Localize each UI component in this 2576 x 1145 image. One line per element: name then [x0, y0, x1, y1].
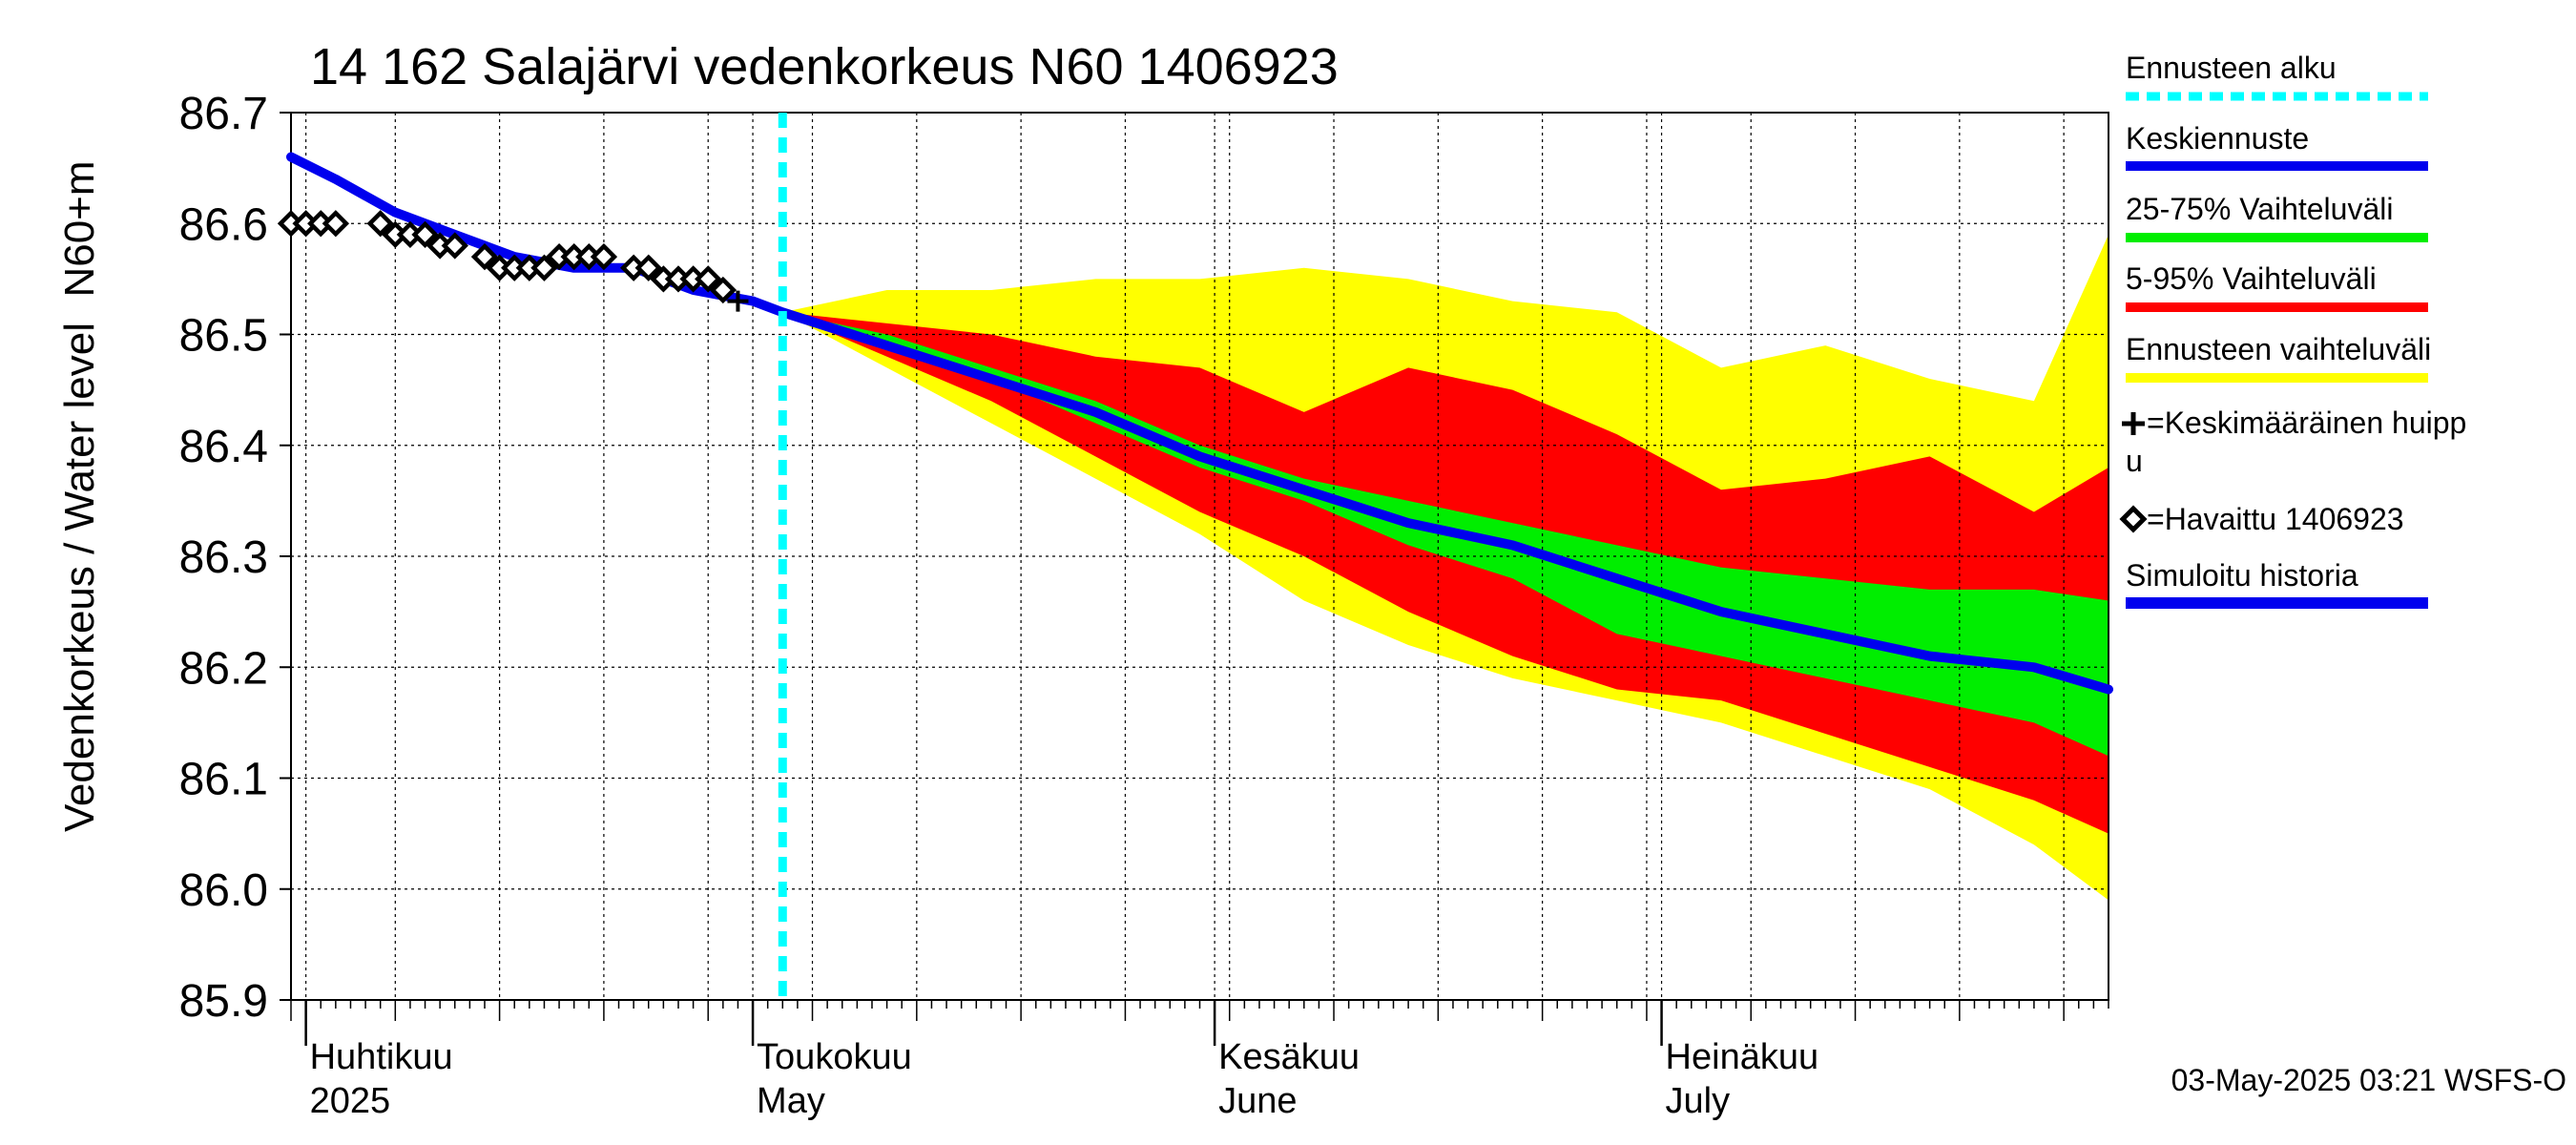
x-month-label-fi-0: Huhtikuu: [310, 1037, 453, 1077]
observed-point-7: [411, 220, 439, 249]
y-axis-title-outer: Vedenkorkeus / Water level: [56, 323, 103, 832]
observed-point-20: [634, 254, 662, 281]
legend-label-mean-peak: =Keskimääräinen huipp: [2147, 406, 2466, 440]
y-tick-label-7: 86.0: [179, 865, 268, 916]
x-month-label-en-3: July: [1666, 1081, 1731, 1121]
mean-peak-marker: [727, 290, 749, 312]
y-tick-label-6: 86.1: [179, 755, 268, 805]
observed-point-10: [470, 242, 499, 271]
legend-label-mean-peak-wrap: u: [2126, 444, 2143, 478]
legend-label-range-5-95: 5-95% Vaihteluväli: [2126, 261, 2377, 296]
x-month-label-en-2: June: [1218, 1081, 1297, 1121]
y-tick-label-2: 86.5: [179, 311, 268, 362]
footer-timestamp: 03-May-2025 03:21 WSFS-O: [2171, 1063, 2566, 1097]
observed-point-4: [366, 210, 394, 238]
observed-point-25: [709, 276, 737, 304]
mean-peak-cross: [727, 290, 749, 312]
observed-point-18: [590, 242, 618, 271]
legend-label-observed: =Havaittu 1406923: [2147, 502, 2404, 536]
observed-point-14: [530, 254, 558, 281]
legend-label-range-25-75: 25-75% Vaihteluväli: [2126, 192, 2393, 226]
y-tick-label-4: 86.3: [179, 532, 268, 583]
observed-point-24: [695, 265, 722, 293]
legend-label-simulated-history: Simuloitu historia: [2126, 558, 2358, 593]
legend-label-forecast-range: Ennusteen vaihteluväli: [2126, 332, 2431, 366]
y-tick-label-8: 85.9: [179, 976, 268, 1027]
x-month-label-fi-1: Toukokuu: [757, 1037, 912, 1077]
x-month-label-fi-3: Heinäkuu: [1666, 1037, 1819, 1077]
forecast-lines: [286, 152, 2113, 695]
observed-markers: [277, 210, 737, 304]
legend-peak-marker-icon: [2122, 412, 2145, 435]
legend-label-mean-forecast: Keskiennuste: [2126, 121, 2309, 156]
observed-point-3: [322, 210, 350, 238]
y-axis: 86.7 86.6 86.5 86.4 86.3 86.2 86.1 86.0 85.9: [179, 89, 291, 1027]
y-axis-title-group: Vedenkorkeus / Water level N60+m: [56, 160, 103, 832]
y-tick-label-5: 86.2: [179, 643, 268, 694]
observed-point-9: [441, 232, 468, 260]
y-axis-title-inner: N60+m: [56, 160, 103, 297]
y-tick-label-0: 86.7: [179, 89, 268, 139]
x-month-label-fi-2: Kesäkuu: [1218, 1037, 1360, 1077]
x-month-label-en-0: 2025: [310, 1081, 391, 1121]
chart-title: 14 162 Salajärvi vedenkorkeus N60 140692…: [310, 38, 1339, 95]
y-tick-label-3: 86.4: [179, 422, 268, 472]
legend-observed-marker-icon: [2119, 505, 2148, 533]
legend-label-forecast-start: Ennusteen alku: [2126, 51, 2337, 85]
x-month-label-en-1: May: [757, 1081, 825, 1121]
band-5-95-vaihteluv-li: [782, 312, 2109, 834]
legend: Ennusteen alku Keskiennuste 25-75% Vaiht…: [2119, 51, 2466, 609]
mean-forecast-line: [286, 152, 2113, 695]
y-tick-label-1: 86.6: [179, 199, 268, 250]
